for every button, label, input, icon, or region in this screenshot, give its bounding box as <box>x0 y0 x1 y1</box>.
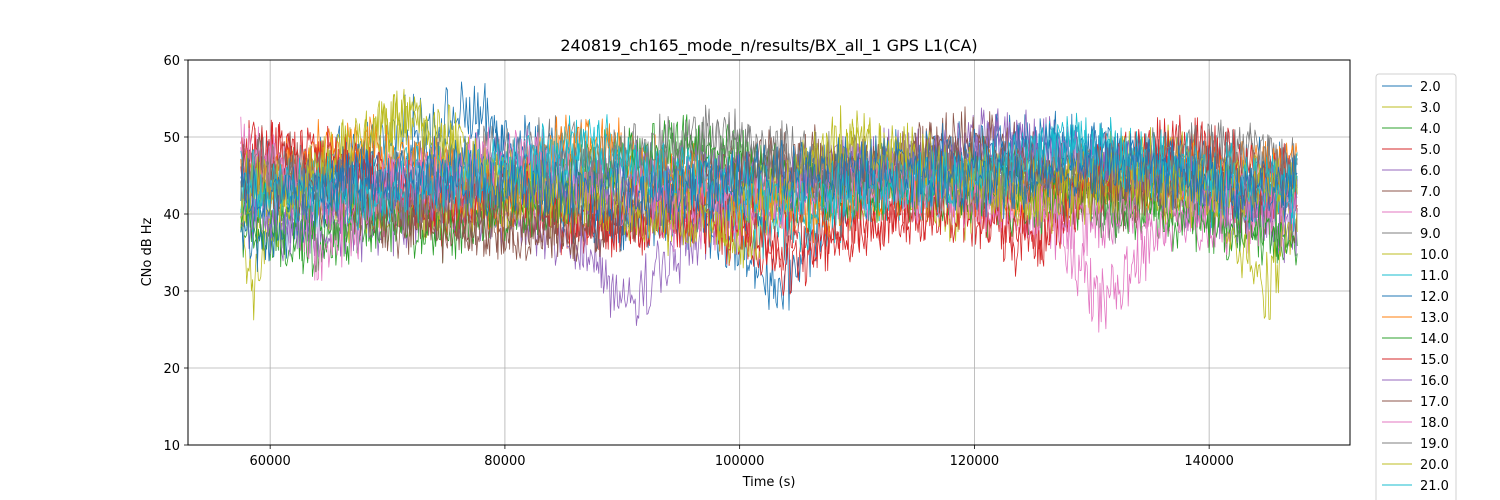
series-line-17.0 <box>240 122 1298 264</box>
legend-label: 13.0 <box>1420 311 1449 326</box>
legend-label: 21.0 <box>1420 479 1449 494</box>
legend-label: 6.0 <box>1420 164 1441 179</box>
legend-label: 3.0 <box>1420 101 1441 116</box>
legend-label: 5.0 <box>1420 143 1441 158</box>
legend-label: 14.0 <box>1420 332 1449 347</box>
series-line-20.0 <box>240 94 1298 257</box>
x-tick-label: 80000 <box>484 454 525 469</box>
series-line-21.0 <box>240 117 1298 231</box>
legend-box <box>1375 73 1457 500</box>
y-tick-label: 50 <box>163 131 180 146</box>
legend-label: 17.0 <box>1420 395 1449 410</box>
data-series-layer <box>240 81 1298 333</box>
legend-label: 2.0 <box>1420 80 1441 95</box>
y-tick-label: 20 <box>163 362 180 377</box>
legend-label: 12.0 <box>1420 290 1449 305</box>
chart-title: 240819_ch165_mode_n/results/BX_all_1 GPS… <box>560 36 977 56</box>
y-tick-label: 10 <box>163 439 180 454</box>
legend-label: 11.0 <box>1420 269 1449 284</box>
legend-label: 16.0 <box>1420 374 1449 389</box>
x-tick-label: 120000 <box>950 454 1000 469</box>
y-axis-label: CNo dB Hz <box>140 217 155 286</box>
legend-label: 20.0 <box>1420 458 1449 473</box>
y-tick-label: 40 <box>163 208 180 223</box>
x-tick-label: 60000 <box>249 454 290 469</box>
legend-label: 19.0 <box>1420 437 1449 452</box>
x-axis-label: Time (s) <box>742 475 796 490</box>
legend-label: 7.0 <box>1420 185 1441 200</box>
series-line-22.0 <box>240 133 1298 233</box>
y-tick-label: 60 <box>163 54 180 69</box>
y-tick-label: 30 <box>163 285 180 300</box>
legend: 2.0 3.0 4.0 5.0 6.0 7.0 8.0 9.0 10.0 11.0 12.0 13.0… <box>1375 73 1457 500</box>
x-tick-label: 100000 <box>715 454 765 469</box>
plot-frame <box>187 59 1351 446</box>
axis-ticks: 60000 80000 100000 120000 140000 10 20 30 40 50 60 <box>163 54 1234 469</box>
x-tick-label: 140000 <box>1184 454 1234 469</box>
legend-label: 4.0 <box>1420 122 1441 137</box>
legend-label: 10.0 <box>1420 248 1449 263</box>
legend-label: 9.0 <box>1420 227 1441 242</box>
legend-label: 8.0 <box>1420 206 1441 221</box>
legend-label: 18.0 <box>1420 416 1449 431</box>
legend-label: 15.0 <box>1420 353 1449 368</box>
